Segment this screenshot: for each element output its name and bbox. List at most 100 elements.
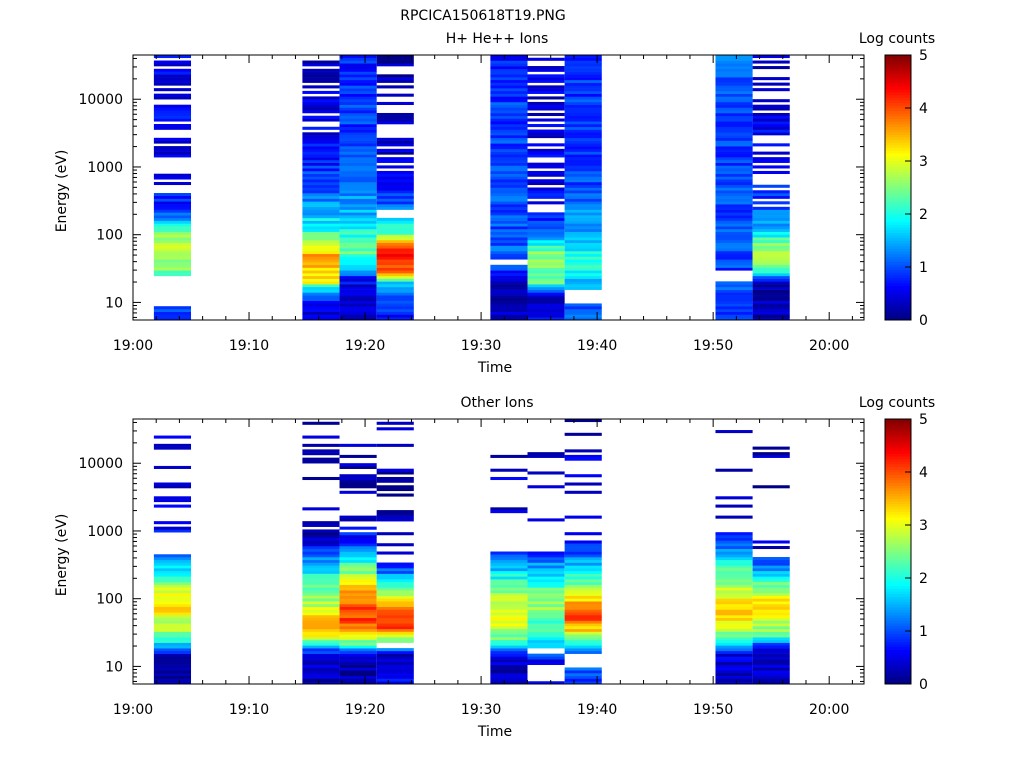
spectrogram-cell (376, 612, 414, 616)
spectrogram-cell (752, 452, 790, 456)
spectrogram-cell (527, 74, 565, 78)
spectrogram-cell (490, 71, 528, 75)
spectrogram-cell (527, 314, 565, 318)
spectrogram-cell (564, 135, 602, 139)
spectrogram-cell (339, 601, 377, 605)
colorbar-segment (885, 253, 911, 257)
spectrogram-cell (490, 642, 528, 646)
spectrogram-cell (715, 220, 753, 224)
colorbar-segment (885, 100, 911, 104)
spectrogram-cell (376, 551, 414, 555)
spectrogram-cell (752, 664, 790, 668)
spectrogram-cell (715, 228, 753, 232)
spectrogram-cell (376, 314, 414, 318)
spectrogram-cell (752, 446, 790, 450)
panel-other-ions: Other Ions Log counts Time Energy (eV) 1… (54, 395, 935, 740)
spectrogram-cell (376, 617, 414, 621)
spectrogram-cell (153, 581, 192, 585)
spectrogram-cell (715, 548, 753, 552)
spectrogram-cell (302, 540, 340, 544)
spectrogram-cell (752, 576, 790, 580)
spectrogram-cell (715, 187, 753, 191)
spectrogram-cell (339, 165, 377, 169)
spectrogram-cell (564, 311, 602, 315)
spectrogram-cell (715, 653, 753, 657)
spectrogram-cell (527, 262, 565, 266)
spectrogram-cell (490, 110, 528, 114)
spectrogram-cell (339, 667, 377, 671)
spectrogram-cell (752, 661, 790, 665)
spectrogram-cell (490, 245, 528, 249)
spectrogram-cell (752, 667, 790, 671)
spectrogram-cell (564, 278, 602, 282)
spectrogram-cell (376, 510, 414, 514)
spectrogram-cell (376, 74, 414, 78)
spectrogram-cell (490, 66, 528, 70)
spectrogram-cell (564, 176, 602, 180)
spectrogram-cell (527, 626, 565, 630)
spectrogram-cell (564, 612, 602, 616)
spectrogram-cell (339, 159, 377, 163)
spectrogram-cell (564, 576, 602, 580)
spectrogram-cell (376, 267, 414, 271)
time-bin-column (527, 57, 565, 321)
spectrogram-cell (490, 562, 528, 566)
spectrogram-cell (302, 68, 340, 72)
spectrogram-cell (339, 124, 377, 128)
spectrogram-cell (153, 579, 192, 583)
spectrogram-cell (715, 534, 753, 538)
spectrogram-cell (564, 90, 602, 94)
spectrogram-cell (339, 606, 377, 610)
spectrogram-cell (302, 215, 340, 219)
spectrogram-cell (715, 543, 753, 547)
spectrogram-cell (339, 170, 377, 174)
colorbar-segment (885, 105, 911, 109)
spectrogram-cell (339, 264, 377, 268)
spectrogram-cell (527, 234, 565, 238)
spectrogram-cell (302, 672, 340, 677)
colorbar-segment (885, 78, 911, 82)
spectrogram-cell (302, 204, 340, 208)
x-axis-label: Time (477, 724, 512, 740)
spectrogram-cell (153, 273, 192, 277)
spectrogram-cell (490, 634, 528, 638)
spectrogram-cell (302, 551, 340, 555)
spectrogram-cell (490, 226, 528, 230)
spectrogram-cell (339, 515, 377, 519)
colorbar-segment (885, 575, 911, 579)
spectrogram-cell (302, 190, 340, 194)
spectrogram-cell (490, 129, 528, 133)
spectrogram-cell (376, 570, 414, 574)
spectrogram-cell (564, 601, 602, 605)
spectrogram-cell (527, 601, 565, 605)
spectrogram-cell (339, 107, 377, 111)
spectrogram-cell (527, 57, 565, 61)
spectrogram-cell (490, 242, 528, 246)
spectrogram-cell (376, 165, 414, 169)
spectrogram-cell (564, 85, 602, 89)
spectrogram-cell (527, 642, 565, 646)
spectrogram-cell (752, 289, 790, 293)
spectrogram-cell (153, 262, 192, 266)
plot-area: 19:00 19:10 19:20 19:30 19:40 19:50 20:0010100… (78, 54, 865, 354)
spectrogram-cell (715, 190, 753, 194)
y-tick-label: 100 (96, 228, 123, 244)
spectrogram-cell (339, 231, 377, 235)
colorbar-segment (885, 261, 911, 265)
spectrogram-cell (339, 681, 377, 685)
spectrogram-cell (302, 165, 340, 169)
spectrogram-cell (339, 603, 377, 608)
spectrogram-cell (715, 168, 753, 172)
spectrogram-cell (153, 151, 192, 155)
spectrogram-cell (339, 661, 377, 665)
spectrogram-cell (527, 303, 565, 307)
spectrogram-cell (715, 637, 753, 641)
spectrogram-cell (490, 617, 528, 621)
spectrogram-cell (490, 289, 528, 293)
spectrogram-cell (153, 215, 192, 219)
spectrogram-cell (153, 568, 192, 572)
spectrogram-cell (302, 159, 340, 163)
spectrogram-cell (339, 121, 377, 125)
spectrogram-cell (564, 634, 602, 638)
spectrogram-cell (302, 162, 340, 166)
